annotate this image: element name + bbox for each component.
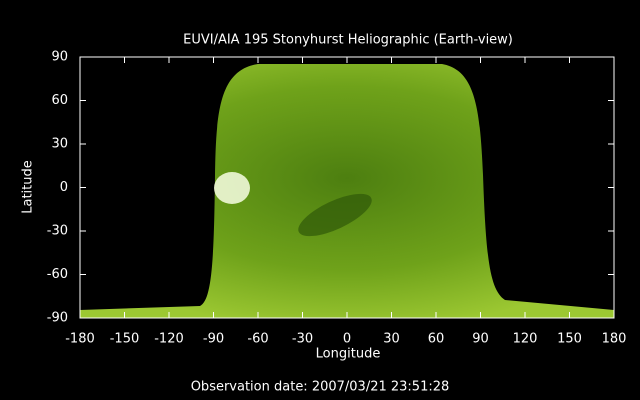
x-tick-label: 180 [602,332,627,347]
y-axis-label: Latitude [21,160,36,214]
y-tick-label: 30 [51,137,68,152]
bright-region [214,172,250,204]
x-tick-label: -120 [154,332,184,347]
footer: Observation date: 2007/03/21 23:51:28 [191,380,450,395]
x-tick-label: 60 [428,332,445,347]
x-tick-label: 0 [343,332,351,347]
dark-region [298,193,372,237]
x-axis-label: Longitude [316,347,381,362]
solar-map [80,64,614,318]
x-tick-label: 30 [383,332,400,347]
y-tick-label: -90 [47,311,68,326]
y-tick-label: 0 [60,180,68,195]
x-tick-label: -180 [65,332,95,347]
y-tick-label: -30 [47,224,68,239]
x-tick-label: -60 [247,332,268,347]
x-tick-label: 150 [557,332,582,347]
x-tick-label: -90 [203,332,224,347]
x-tick-label: 120 [513,332,538,347]
x-tick-label: -150 [110,332,140,347]
x-tick-label: -30 [292,332,313,347]
chart-title: EUVI/AIA 195 Stonyhurst Heliographic (Ea… [183,33,513,48]
y-tick-label: 60 [51,93,68,108]
y-tick-label: -60 [47,267,68,282]
x-tick-label: 90 [472,332,489,347]
y-tick-label: 90 [51,50,68,65]
